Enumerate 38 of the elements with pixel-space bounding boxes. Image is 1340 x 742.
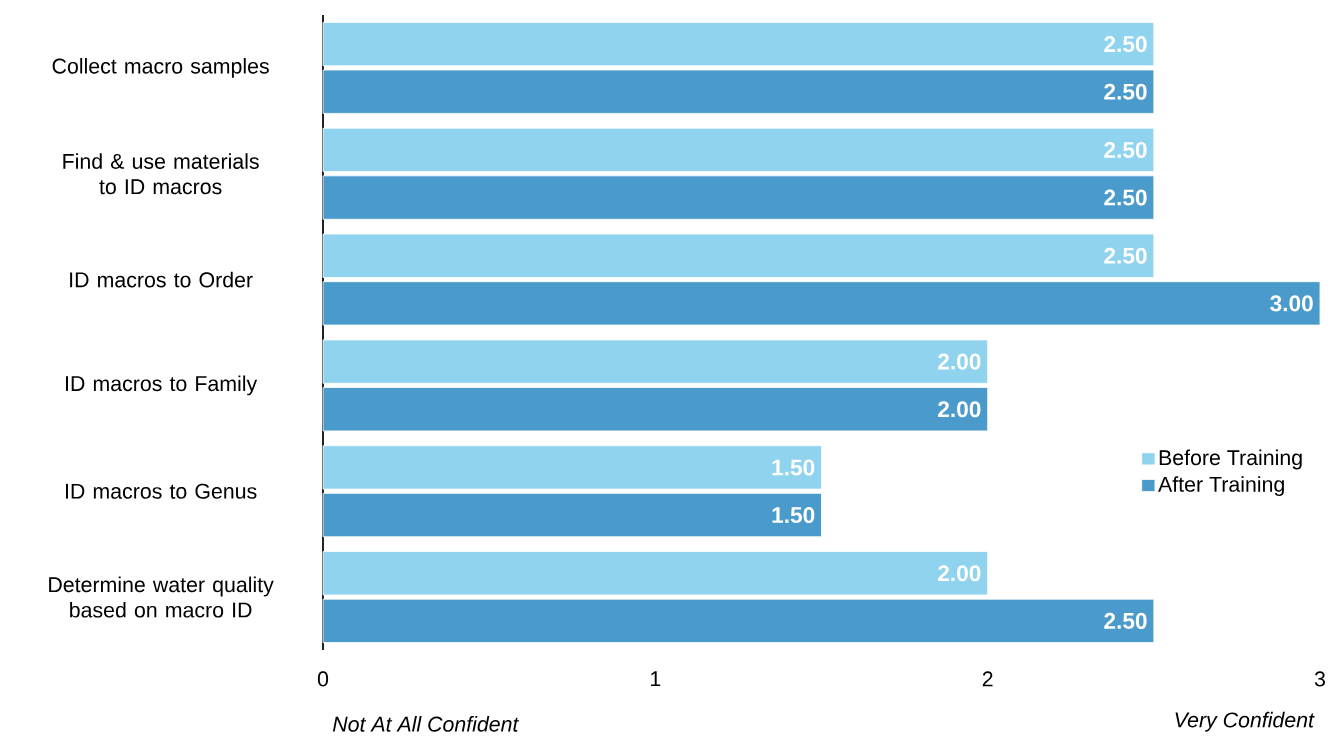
y-tick-label: Determine water quality based on macro ID [49, 576, 274, 618]
bar [322, 339, 989, 384]
bar [322, 22, 1155, 67]
y-tick-label: Find & use materials to ID macros [63, 153, 259, 195]
y-tick-label: ID macros to Order [70, 271, 253, 288]
bar [322, 175, 1155, 220]
bar [322, 551, 989, 596]
bar [322, 598, 1155, 643]
data-label: 2.00 [938, 565, 981, 582]
data-label: 2.50 [1104, 141, 1147, 158]
data-label: 2.50 [1104, 189, 1147, 206]
legend-label: Before Training [1159, 449, 1302, 470]
y-tick-label: ID macros to Genus [65, 483, 257, 499]
data-label: 2.00 [938, 401, 981, 418]
bar [322, 387, 989, 432]
bar [322, 69, 1155, 114]
x-tick-label: 3 [1314, 671, 1325, 687]
y-tick-label: Collect macro samples [52, 57, 269, 78]
data-label: 2.00 [938, 353, 981, 370]
data-label: 2.50 [1104, 36, 1147, 53]
text: Very Confident [1175, 711, 1315, 732]
bar [322, 492, 822, 538]
data-label: 1.50 [772, 459, 815, 476]
bar [322, 445, 822, 490]
x-tick-label: 2 [982, 671, 993, 687]
x-tick-label: 1 [651, 671, 661, 687]
bar [322, 281, 1321, 326]
data-label: 3.00 [1270, 295, 1313, 312]
legend-label: After Training [1158, 476, 1284, 497]
text: Not At All Confident [332, 716, 520, 732]
y-tick-label: ID macros to Family [65, 375, 258, 396]
data-label: 2.50 [1104, 83, 1147, 100]
data-label: 1.50 [772, 507, 815, 524]
x-tick-label: 0 [317, 671, 329, 687]
bar [322, 127, 1155, 173]
bar [322, 233, 1155, 278]
data-label: 2.50 [1104, 612, 1147, 629]
data-label: 2.50 [1104, 247, 1147, 264]
